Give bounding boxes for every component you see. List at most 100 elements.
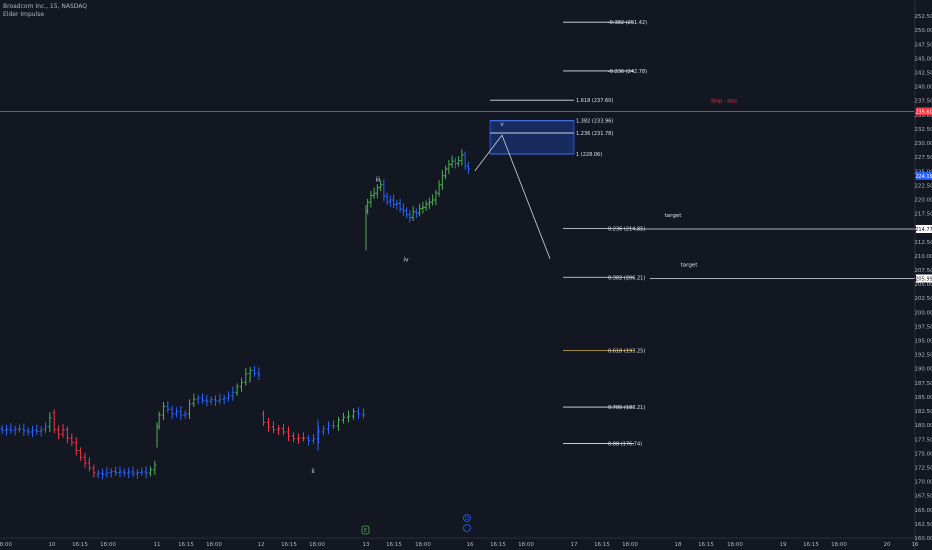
target-1-label: target <box>665 213 683 219</box>
ohlc-bar <box>131 466 135 478</box>
time-tick-label: 18:00 <box>518 542 534 548</box>
chart-header: Broadcom Inc., 15, NASDAQ Elder Impulse <box>3 3 87 19</box>
ohlc-bar <box>257 367 261 381</box>
ohlc-bar <box>266 417 271 432</box>
time-tick-label: 16:15 <box>803 542 819 548</box>
ohlc-bar <box>170 405 174 419</box>
dividend-marker: D <box>463 514 471 532</box>
ohlc-bar <box>444 165 448 180</box>
ohlc-bar <box>118 466 122 478</box>
ohlc-bar <box>161 402 166 421</box>
time-tick-label: 16:15 <box>386 542 402 548</box>
ohlc-bar <box>22 423 26 436</box>
price-tick-label: 167.50 <box>914 494 932 500</box>
wave-label: iii <box>375 176 380 183</box>
dividend-marker-circle <box>463 514 471 522</box>
price-tick-label: 170.00 <box>914 480 932 486</box>
ohlc-bars <box>0 149 470 480</box>
ohlc-bar <box>388 195 392 207</box>
ohlc-bar <box>231 386 235 401</box>
ohlc-bar <box>196 394 200 405</box>
ohlc-bar <box>209 396 213 405</box>
earnings-marker-box <box>361 525 370 535</box>
time-tick-label: 13 <box>363 542 370 548</box>
ohlc-bar <box>372 187 376 199</box>
price-tick-label: 235.00 <box>914 113 932 119</box>
ohlc-bar <box>424 200 428 211</box>
dividend-marker-circle-2 <box>463 524 471 532</box>
price-tick-label: 162.50 <box>914 522 932 528</box>
ohlc-bar <box>341 412 346 424</box>
ohlc-bar <box>144 466 148 479</box>
ohlc-bar <box>351 408 356 420</box>
ohlc-bar <box>218 393 222 405</box>
ohlc-bar <box>276 425 281 435</box>
time-tick-label: 12 <box>258 542 265 548</box>
ohlc-bar <box>427 197 431 210</box>
ohlc-bar <box>395 200 399 210</box>
ohlc-bar <box>105 466 109 478</box>
ohlc-bar <box>369 191 373 208</box>
ohlc-bar <box>421 201 425 214</box>
time-tick-label: 16 <box>467 542 474 548</box>
price-tick-label: 190.00 <box>914 367 932 373</box>
ohlc-bar <box>460 149 464 166</box>
ohlc-bar <box>39 426 43 437</box>
ohlc-bar <box>453 157 457 169</box>
ohlc-bar <box>122 468 126 477</box>
ohlc-bar <box>96 469 100 479</box>
ohlc-bar <box>87 457 91 472</box>
price-tick-label: 232.50 <box>914 127 932 133</box>
fib-level-label: 0.786 (183.21) <box>608 405 645 411</box>
ohlc-bar <box>281 424 286 436</box>
ohlc-bar <box>213 395 218 406</box>
ohlc-bar <box>326 421 331 435</box>
ohlc-bar <box>382 179 386 202</box>
ohlc-bar <box>447 159 451 175</box>
time-tick-label: 18 <box>675 542 682 548</box>
projected-path <box>474 134 551 259</box>
ohlc-bar <box>239 377 244 392</box>
ohlc-bar <box>418 203 422 217</box>
price-badge-label: 214.77 <box>915 227 932 233</box>
ohlc-bar <box>366 198 370 215</box>
indicator-name[interactable]: Elder Impulse <box>3 11 45 18</box>
ohlc-bar <box>187 399 192 419</box>
price-tick-label: 250.00 <box>914 28 932 34</box>
ohlc-bar <box>375 184 379 199</box>
ohlc-bar <box>61 424 65 438</box>
time-tick-label: 18:00 <box>415 542 431 548</box>
ohlc-bar <box>434 189 438 206</box>
ohlc-bar <box>398 198 402 213</box>
ohlc-bar <box>114 466 118 476</box>
ohlc-bar <box>35 424 39 435</box>
time-tick-label: 18:00 <box>622 542 638 548</box>
ohlc-bar <box>74 437 78 456</box>
time-tick-label: 16:15 <box>281 542 297 548</box>
price-tick-label: 172.50 <box>914 465 932 471</box>
ohlc-bar <box>311 434 316 444</box>
ohlc-bar <box>463 151 467 170</box>
ohlc-bar <box>235 383 239 396</box>
time-tick-label: 16:15 <box>594 542 610 548</box>
price-badge-label: 205.99 <box>915 277 932 283</box>
ohlc-bar <box>286 426 291 441</box>
ohlc-bar <box>127 467 131 479</box>
projection-lines <box>474 134 551 259</box>
price-tick-label: 165.00 <box>914 508 932 514</box>
time-tick-label: 18:00 <box>0 542 12 548</box>
stop-loss-label: Stop - loss <box>711 98 737 104</box>
time-tick-label: 18:00 <box>206 542 222 548</box>
price-tick-label: 180.00 <box>914 423 932 429</box>
wave-label: i <box>249 377 251 384</box>
dividend-marker-label: D <box>465 516 469 522</box>
ohlc-bar <box>57 425 61 440</box>
time-tick-label: 18:00 <box>100 542 116 548</box>
price-tick-label: 187.50 <box>914 381 932 387</box>
fib-level-label: 1.382 (233.96) <box>576 119 613 125</box>
price-badge <box>916 274 932 283</box>
time-tick-label: 16 <box>912 542 919 548</box>
ohlc-bar <box>291 432 296 443</box>
ohlc-bar <box>30 425 35 438</box>
